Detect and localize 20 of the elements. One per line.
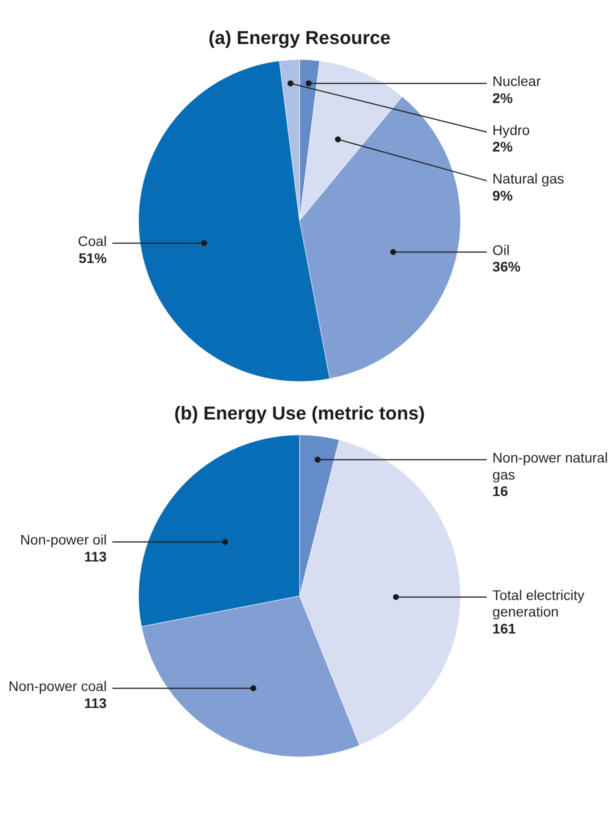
chart-title: (a) Energy Resource — [208, 27, 391, 48]
slice-label: Hydro — [492, 122, 530, 138]
data-label: 161 — [492, 620, 516, 637]
slice-label: Non-power coal — [8, 678, 107, 694]
data-label: 9% — [492, 187, 514, 204]
slice-label: Natural gas — [492, 170, 564, 187]
data-label: 113 — [84, 694, 107, 711]
data-label: 2% — [492, 138, 514, 155]
data-label: 36% — [492, 258, 522, 275]
slice-label: Nuclear — [492, 73, 542, 90]
data-label: 2% — [492, 90, 514, 106]
data-label: 113 — [84, 548, 107, 565]
data-label: 51% — [78, 250, 108, 266]
data-label: 16 — [492, 483, 508, 500]
slice-label: Total electricity generation — [492, 586, 584, 620]
slice-label: Non-power oil — [20, 532, 107, 548]
chart-title: (b) Energy Use (metric tons) — [174, 402, 425, 424]
slice-label: Non-power natural gas — [492, 449, 608, 482]
slice-label: Oil — [492, 242, 510, 258]
slice-label: Coal — [78, 232, 107, 249]
